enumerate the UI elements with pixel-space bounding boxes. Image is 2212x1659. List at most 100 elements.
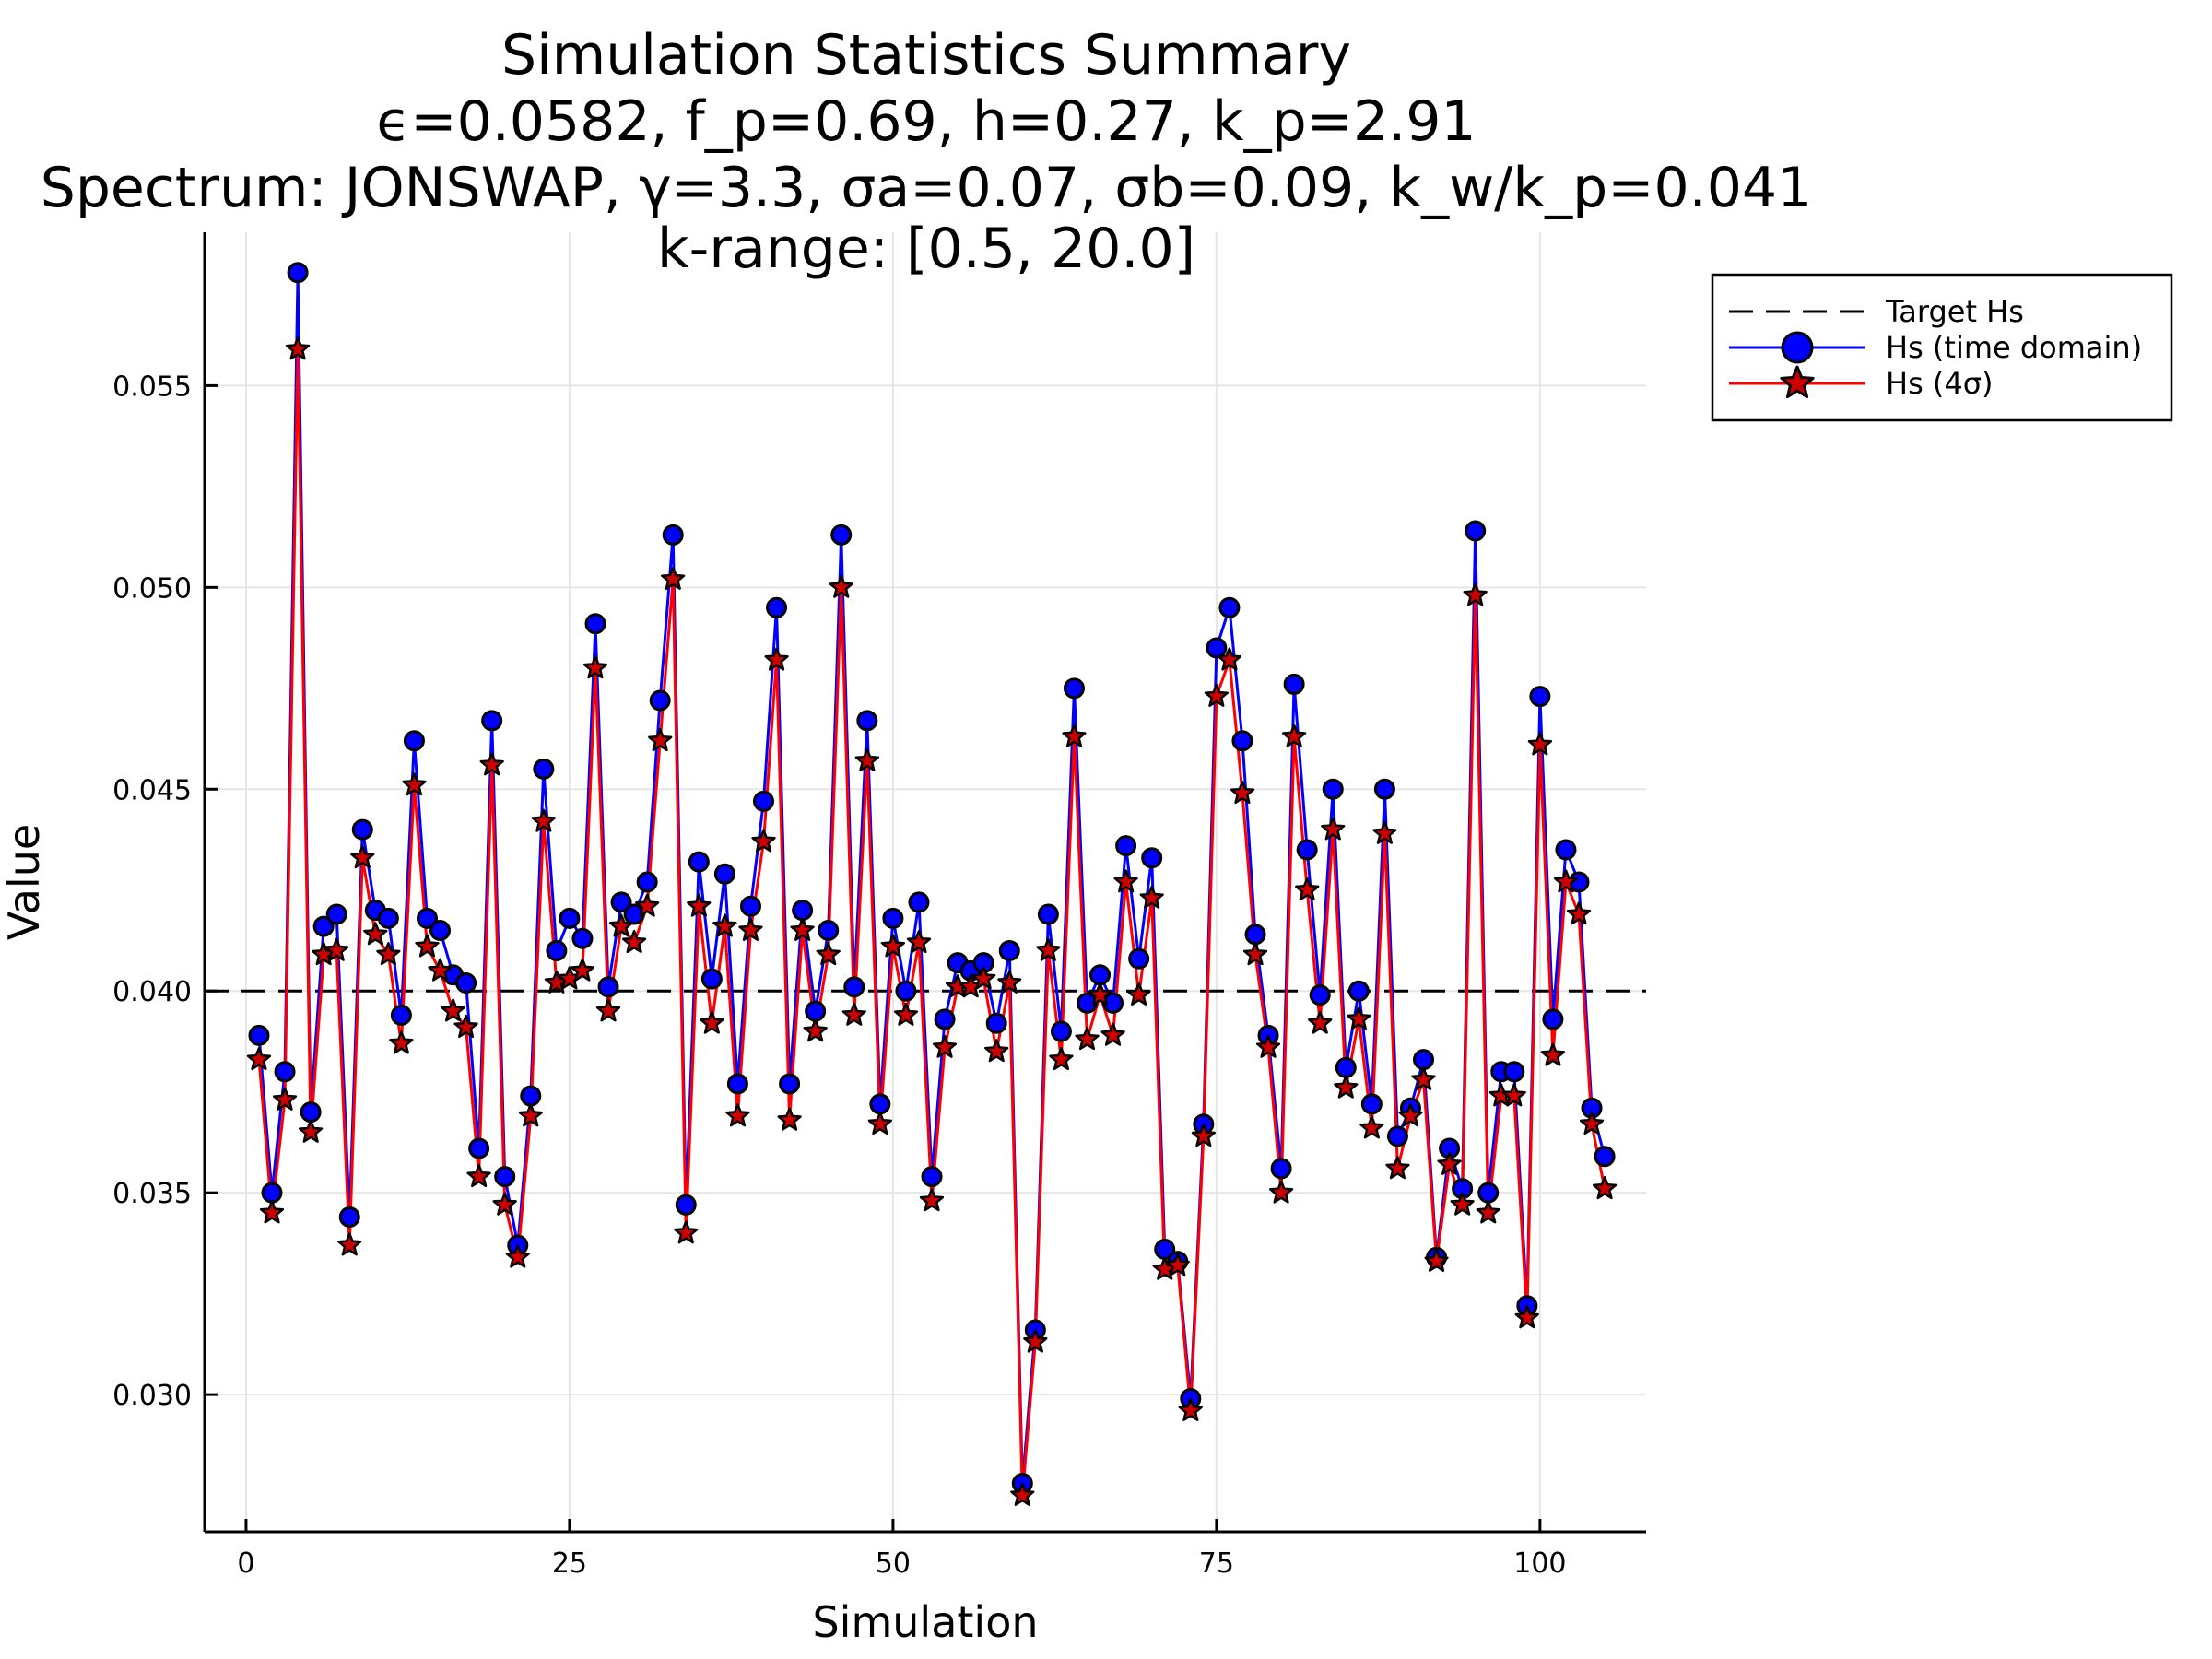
hs-time-domain-point: [895, 980, 917, 1002]
hs-4sigma-point: [1527, 732, 1553, 756]
hs-4sigma-point: [1476, 1200, 1500, 1224]
hs-time-domain-point: [908, 891, 930, 913]
x-tick-label: 0: [237, 1547, 254, 1580]
hs-time-domain-point: [1503, 1061, 1525, 1083]
title-line-1: Simulation Statistics Summary: [501, 23, 1351, 88]
hs-4sigma-point: [790, 917, 815, 941]
hs-4sigma-point: [867, 1111, 892, 1135]
axes: [203, 232, 1646, 1534]
hs-4sigma-point: [1514, 1305, 1539, 1329]
hs-4sigma-point: [1398, 1103, 1423, 1127]
legend-hs-4sigma-label: Hs (4σ): [1886, 366, 1994, 401]
hs-time-domain-point: [766, 596, 788, 618]
hs-4sigma-point: [246, 1046, 272, 1071]
hs-4sigma-point: [816, 942, 841, 966]
hs-time-domain-point: [351, 818, 373, 841]
hs-time-domain-point: [1360, 1093, 1382, 1115]
hs-time-domain-point: [546, 939, 568, 961]
hs-time-domain-point: [533, 758, 555, 780]
hs-time-domain-point: [584, 613, 606, 635]
hs-time-domain-point: [1270, 1158, 1292, 1180]
hs-time-domain-point: [1542, 1008, 1564, 1030]
hs-4sigma-point: [428, 958, 453, 982]
hs-time-domain-point: [1283, 673, 1305, 695]
hs-time-domain-point: [1231, 730, 1253, 752]
hs-4sigma-point: [971, 966, 996, 990]
hs-time-domain-point: [261, 1182, 283, 1204]
hs-time-domain-point: [455, 971, 477, 994]
axis-ticks: 0 25 50 75 100 0.030 0.035 0.040 0.045 0.050 0.055: [112, 371, 1566, 1580]
hs-time-domain-point: [377, 907, 399, 929]
hs-time-domain-point: [779, 1073, 801, 1095]
hs-4sigma-point: [1010, 1482, 1035, 1506]
hs-4sigma-point: [1165, 1253, 1190, 1277]
hs-4sigma-point: [997, 970, 1022, 994]
hs-time-domain-point: [520, 1085, 542, 1107]
y-tick-label: 0.040: [112, 976, 192, 1008]
y-axis-title: Value: [0, 824, 49, 940]
hs-4sigma-point: [389, 1030, 414, 1054]
hs-4sigma-point: [1062, 724, 1087, 747]
hs-4sigma-point: [272, 1087, 298, 1111]
hs-4sigma-point: [479, 752, 504, 776]
x-tick-label: 25: [552, 1547, 587, 1580]
hs-4sigma-point: [687, 893, 712, 917]
x-tick-label: 50: [876, 1547, 911, 1580]
hs-time-domain-point: [662, 524, 684, 546]
hs-4sigma-point: [1113, 869, 1138, 893]
hs-time-domain-point: [1347, 980, 1370, 1002]
y-tick-label: 0.050: [112, 572, 192, 605]
hs-4sigma-point: [324, 937, 349, 961]
hs-time-domain-point: [416, 907, 438, 929]
hs-4sigma-point: [1450, 1192, 1475, 1216]
hs-time-domain-point: [1141, 847, 1163, 869]
hs-4sigma-point: [984, 1039, 1009, 1063]
legend-hs-time-domain-marker: [1781, 331, 1814, 364]
hs-4sigma-point: [466, 1163, 491, 1188]
hs-time-domain-point: [481, 710, 503, 732]
hs-time-domain-point: [610, 891, 632, 913]
hs-4sigma-point: [337, 1232, 362, 1256]
hs-4sigma-point: [1230, 780, 1255, 805]
hs-time-domain-point: [1309, 984, 1331, 1006]
hs-4sigma-point: [1359, 1115, 1384, 1139]
hs-time-domain-point: [649, 689, 671, 712]
hs-time-domain-point: [559, 907, 581, 929]
hs-4sigma-point: [376, 942, 401, 966]
hs-4sigma-point: [285, 336, 311, 360]
hs-4sigma-point: [841, 1002, 866, 1026]
hs-4sigma-point: [1437, 1151, 1462, 1175]
hs-4sigma-point: [1592, 1176, 1618, 1200]
hs-4sigma-point: [661, 566, 686, 590]
y-tick-label: 0.035: [112, 1178, 192, 1210]
hs-4sigma-point: [1308, 1010, 1333, 1034]
hs-time-domain-point: [869, 1093, 891, 1115]
hs-time-domain-point: [1529, 686, 1551, 708]
hs-4sigma-point: [1217, 647, 1242, 671]
hs-time-domain-point: [1089, 964, 1112, 986]
hs-time-domain-point: [429, 920, 452, 942]
hs-time-domain-point: [882, 907, 904, 929]
hs-time-domain-point: [300, 1101, 322, 1124]
hs-4sigma-point: [674, 1220, 699, 1244]
hs-4sigma-series-line: [257, 347, 1606, 1498]
hs-4sigma-point: [725, 1103, 750, 1127]
hs-4sigma-point: [854, 747, 879, 771]
hs-4sigma-point: [919, 1188, 945, 1212]
hs-time-domain-point: [739, 895, 761, 917]
hs-4sigma-point: [415, 934, 440, 958]
hs-4sigma-point: [608, 913, 634, 937]
hs-4sigma-point: [893, 1002, 919, 1026]
x-tick-label: 100: [1513, 1547, 1566, 1580]
hs-time-domain-point: [1465, 520, 1487, 542]
series-markers: [246, 262, 1618, 1506]
hs-time-domain-point: [688, 851, 710, 873]
hs-4sigma-point: [1540, 1042, 1566, 1066]
hs-4sigma-point: [1295, 877, 1320, 901]
hs-4sigma-point: [932, 1034, 958, 1058]
hs-time-domain-point: [1413, 1049, 1435, 1071]
hs-time-domain-point: [338, 1206, 360, 1228]
hs-time-domain-point: [597, 976, 619, 998]
hs-4sigma-point: [1321, 817, 1346, 841]
hs-time-domain-point: [1063, 677, 1085, 700]
